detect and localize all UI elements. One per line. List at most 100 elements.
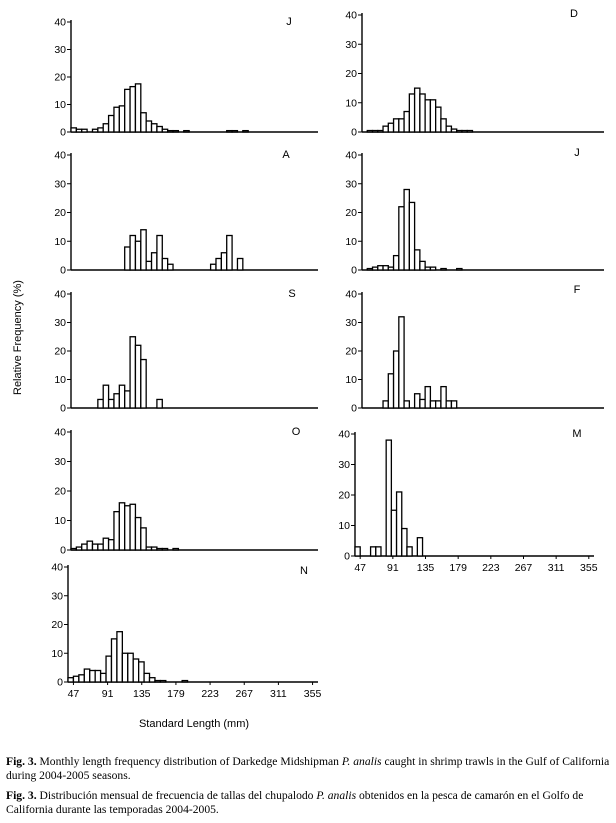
x-tick-label: 223 — [482, 562, 500, 574]
bar — [127, 652, 134, 683]
x-axis-label: Standard Length (mm) — [138, 718, 250, 730]
y-tick-label: 10 — [54, 515, 66, 527]
bar — [129, 234, 137, 271]
y-tick-label: 20 — [54, 486, 66, 498]
bar — [413, 87, 421, 133]
y-tick-label: 0 — [60, 403, 66, 415]
bar — [387, 373, 395, 409]
bar — [159, 679, 167, 683]
bar — [145, 120, 153, 133]
bar — [129, 336, 137, 409]
bar — [156, 234, 163, 271]
caption-spanish-species: P. analis — [316, 789, 357, 802]
y-tick-label: 10 — [51, 648, 63, 660]
bar — [406, 546, 413, 557]
y-tick-label: 20 — [54, 207, 66, 219]
bar — [440, 267, 447, 271]
y-tick-label: 10 — [54, 374, 66, 386]
bar — [403, 188, 410, 271]
bar — [419, 93, 426, 133]
y-tick-label: 20 — [345, 68, 357, 80]
bar — [150, 252, 158, 271]
bar — [403, 110, 410, 133]
bar — [70, 127, 78, 133]
x-tick-label: 355 — [304, 688, 322, 700]
panel-6: 0 10 20 30 40 D — [345, 8, 604, 139]
bar — [118, 105, 126, 133]
bar — [377, 129, 384, 133]
bar — [416, 537, 424, 557]
bar — [371, 129, 379, 133]
x-axis-label-container: Standard Length (mm) — [0, 718, 616, 730]
y-tick-label: 0 — [60, 265, 66, 277]
bar — [143, 672, 151, 683]
y-tick-label: 10 — [54, 236, 66, 248]
bar — [75, 546, 83, 551]
bar — [456, 129, 463, 133]
y-tick-label: 0 — [60, 545, 66, 557]
bar — [456, 267, 463, 271]
panel-1: 0 10 20 30 40 J — [54, 16, 318, 139]
y-tick-label: 20 — [345, 346, 357, 358]
panel-4: 0 10 20 30 40 O — [54, 426, 318, 557]
y-tick-label: 30 — [54, 44, 66, 56]
bar — [134, 516, 142, 551]
bar — [354, 546, 361, 557]
bar — [242, 129, 249, 133]
bar — [102, 537, 110, 551]
x-tick-label: 311 — [270, 688, 287, 700]
bar — [116, 631, 123, 683]
month-label: M — [572, 428, 581, 440]
bar — [124, 246, 131, 271]
x-tick-label: 311 — [548, 562, 565, 574]
bar — [408, 201, 416, 271]
bar — [124, 505, 131, 551]
bar — [172, 547, 180, 551]
y-tick-label: 20 — [54, 72, 66, 84]
month-label: N — [300, 565, 308, 577]
bar — [132, 658, 140, 683]
bar — [371, 266, 379, 271]
y-tick-label: 10 — [54, 99, 66, 111]
y-tick-label: 40 — [54, 17, 66, 29]
bar — [226, 234, 233, 271]
bar — [94, 669, 102, 683]
bar — [134, 83, 142, 133]
y-tick-label: 30 — [54, 178, 66, 190]
x-tick-label: 179 — [449, 562, 467, 574]
y-tick-label: 40 — [54, 150, 66, 162]
y-axis-label: Relative Frequency (%) — [12, 280, 24, 395]
x-tick-label: 267 — [515, 562, 533, 574]
bar — [375, 546, 382, 557]
panel-3: 0 10 20 30 40 S — [54, 288, 318, 415]
bar — [385, 439, 393, 557]
bar — [129, 85, 137, 133]
bar — [107, 539, 115, 551]
bar — [398, 316, 405, 409]
y-tick-label: 0 — [351, 403, 357, 415]
bar — [134, 240, 142, 271]
bar — [140, 229, 147, 271]
bar — [75, 128, 83, 133]
bar — [124, 88, 131, 133]
bar — [97, 543, 104, 551]
y-tick-label: 30 — [345, 178, 357, 190]
bar — [466, 129, 474, 133]
bar — [81, 543, 88, 551]
bar — [124, 390, 131, 409]
bar — [183, 129, 190, 133]
bar — [215, 257, 222, 271]
month-label: J — [574, 147, 580, 159]
y-tick-label: 0 — [344, 551, 350, 563]
bar — [118, 502, 126, 551]
bar — [429, 266, 437, 271]
bar — [67, 677, 75, 683]
bar — [81, 128, 88, 133]
y-tick-label: 40 — [345, 10, 357, 22]
bar — [429, 99, 437, 133]
bar — [156, 398, 163, 409]
bar — [382, 125, 389, 133]
bar — [105, 655, 113, 683]
bar — [70, 547, 78, 551]
